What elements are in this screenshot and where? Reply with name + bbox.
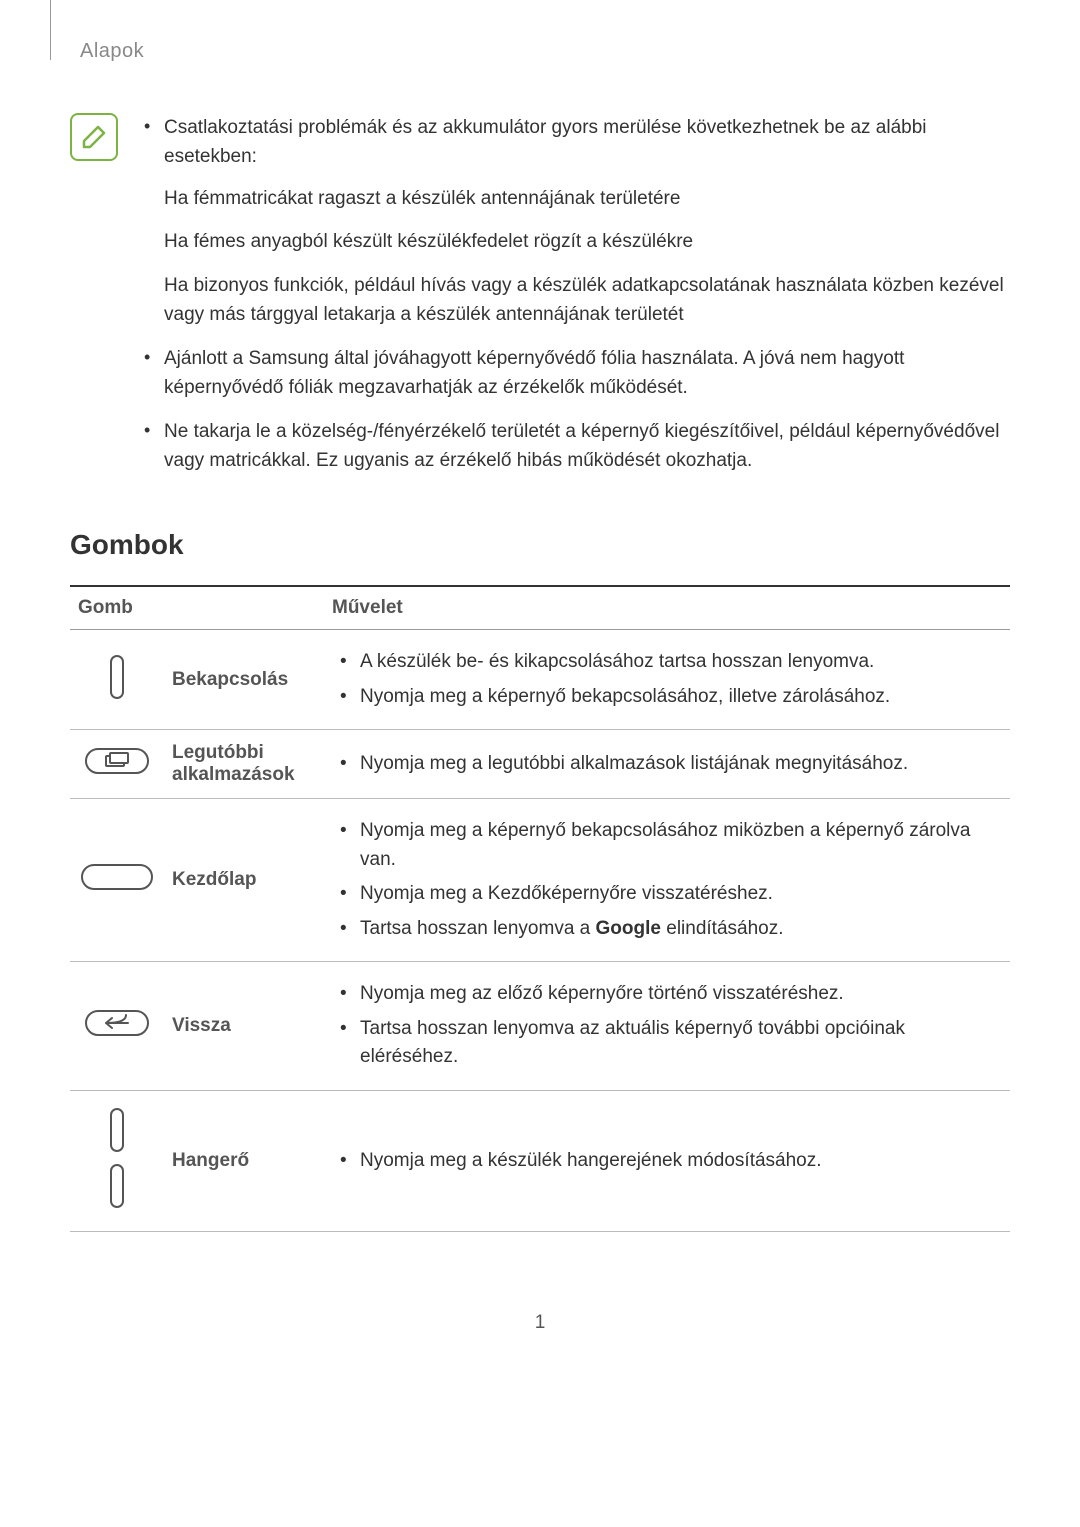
recent-apps-icon <box>82 743 152 779</box>
page-header: Alapok <box>80 40 1010 63</box>
action-item: Tartsa hosszan lenyomva az aktuális képe… <box>332 1015 1002 1072</box>
button-actions: Nyomja meg a készülék hangerejének módos… <box>324 1090 1010 1231</box>
button-label: Hangerő <box>164 1090 324 1231</box>
note-icon-wrap <box>70 113 120 489</box>
button-actions: Nyomja meg az előző képernyőre történő v… <box>324 962 1010 1091</box>
button-icon-cell <box>70 799 164 962</box>
note-bullet: Ajánlott a Samsung által jóváhagyott kép… <box>140 344 1010 403</box>
action-item: Tartsa hosszan lenyomva a Google elindít… <box>332 915 1002 944</box>
button-label: Kezdőlap <box>164 799 324 962</box>
note-sub-bullet: Ha fémmatricákat ragaszt a készülék ante… <box>164 184 1010 213</box>
table-row: Legutóbbi alkalmazások Nyomja meg a legut… <box>70 730 1010 799</box>
button-icon-cell <box>70 1090 164 1231</box>
action-item: Nyomja meg a képernyő bekapcsolásához, i… <box>332 683 1002 712</box>
table-row: Bekapcsolás A készülék be- és kikapcsolás… <box>70 630 1010 730</box>
note-content: Csatlakoztatási problémák és az akkumulá… <box>140 113 1010 489</box>
button-icon-cell <box>70 630 164 730</box>
button-actions: Nyomja meg a legutóbbi alkalmazások list… <box>324 730 1010 799</box>
decorative-vertical-line <box>50 0 51 60</box>
table-row: Vissza Nyomja meg az előző képernyőre tör… <box>70 962 1010 1091</box>
back-button-icon <box>82 1005 152 1041</box>
note-sub-bullet: Ha fémes anyagból készült készülékfedele… <box>164 227 1010 256</box>
button-label: Vissza <box>164 962 324 1091</box>
table-row: Hangerő Nyomja meg a készülék hangerejéne… <box>70 1090 1010 1231</box>
action-item: Nyomja meg a képernyő bekapcsolásához mi… <box>332 817 1002 874</box>
button-icon-cell <box>70 730 164 799</box>
action-item: Nyomja meg a készülék hangerejének módos… <box>332 1147 1002 1176</box>
home-button-icon <box>78 859 156 895</box>
action-item: A készülék be- és kikapcsolásához tartsa… <box>332 648 1002 677</box>
buttons-table: Gomb Művelet Bekapcsolás A készülék be- é… <box>70 585 1010 1232</box>
note-bullet: Csatlakoztatási problémák és az akkumulá… <box>140 113 1010 330</box>
note-icon <box>70 113 118 161</box>
table-header-button: Gomb <box>70 586 324 630</box>
action-item: Nyomja meg az előző képernyőre történő v… <box>332 980 1002 1009</box>
action-bold: Google <box>596 918 661 939</box>
button-label: Legutóbbi alkalmazások <box>164 730 324 799</box>
table-header-action: Művelet <box>324 586 1010 630</box>
note-sub-bullet: Ha bizonyos funkciók, például hívás vagy… <box>164 271 1010 330</box>
section-title-gombok: Gombok <box>70 529 1010 561</box>
button-actions: Nyomja meg a képernyő bekapcsolásához mi… <box>324 799 1010 962</box>
power-button-icon <box>103 652 131 702</box>
pencil-icon <box>76 119 112 155</box>
action-item: Nyomja meg a legutóbbi alkalmazások list… <box>332 750 1002 779</box>
note-block: Csatlakoztatási problémák és az akkumulá… <box>70 113 1010 489</box>
table-row: KezdőlapNyomja meg a képernyő bekapcsolá… <box>70 799 1010 962</box>
action-item: Nyomja meg a Kezdőképernyőre visszatérés… <box>332 880 1002 909</box>
button-label: Bekapcsolás <box>164 630 324 730</box>
note-bullet: Ne takarja le a közelség-/fényérzékelő t… <box>140 417 1010 476</box>
volume-buttons-icon <box>103 1103 131 1213</box>
page-number: 1 <box>70 1312 1010 1334</box>
button-icon-cell <box>70 962 164 1091</box>
button-actions: A készülék be- és kikapcsolásához tartsa… <box>324 630 1010 730</box>
